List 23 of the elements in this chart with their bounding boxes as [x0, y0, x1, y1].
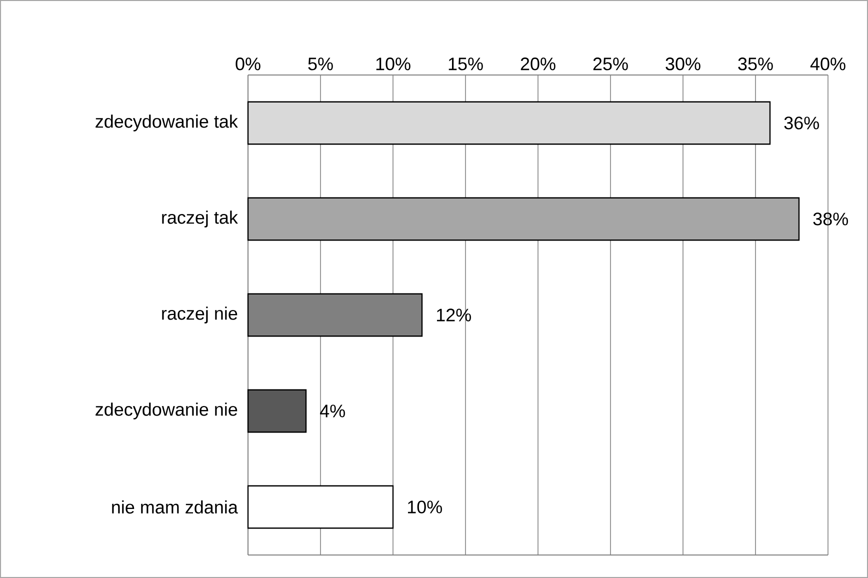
y-tick-label: zdecydowanie tak: [96, 114, 238, 132]
bar: [247, 485, 394, 529]
bar: [247, 389, 307, 433]
x-tick-label: 0%: [236, 58, 260, 70]
x-tick-label: 20%: [520, 58, 556, 70]
x-tick-label: 15%: [448, 58, 483, 70]
x-tick-label: 25%: [593, 58, 628, 70]
y-tick-label: nie mam zdania: [112, 500, 238, 514]
x-tick-label: 5%: [308, 58, 333, 70]
bar: [247, 197, 800, 241]
bar: [247, 101, 771, 145]
data-label: 10%: [408, 500, 442, 514]
x-tick-label: 30%: [666, 58, 700, 70]
y-tick-label: zdecydowanie nie: [96, 402, 238, 420]
x-tick-label: 35%: [738, 58, 773, 70]
data-label: 4%: [320, 404, 345, 418]
y-tick-label: raczej nie: [162, 306, 238, 324]
x-tick-label: 10%: [376, 58, 410, 70]
data-label: 38%: [813, 212, 848, 226]
y-tick-label: raczej tak: [162, 210, 238, 228]
data-label: 36%: [784, 116, 819, 130]
x-tick-label: 40%: [810, 58, 846, 70]
data-label: 12%: [436, 308, 471, 322]
